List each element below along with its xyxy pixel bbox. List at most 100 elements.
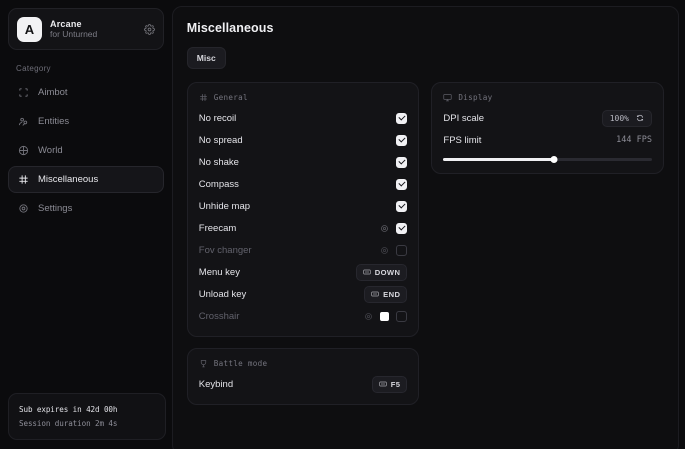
row-controls [364, 310, 408, 322]
sidebar-item-label: World [38, 145, 63, 156]
row-controls: 100% [601, 109, 652, 127]
profile-subtitle: for Unturned [50, 29, 98, 40]
display-panel-heading: Display [443, 93, 652, 102]
dpi-scale-value[interactable]: 100% [601, 109, 652, 127]
subscription-status: Sub expires in 42d 00h [19, 405, 118, 415]
keybind-battle-mode[interactable]: F5 [371, 375, 408, 393]
row-menu-key[interactable]: Menu key DOWN [199, 261, 408, 283]
keybind-label: F5 [390, 379, 401, 389]
tab-misc[interactable]: Misc [186, 47, 226, 69]
profile-text: Arcane for Unturned [50, 19, 136, 40]
keyboard-icon [379, 380, 387, 388]
fps-limit-value: 144 FPS [616, 135, 652, 145]
row-label: DPI scale [443, 112, 485, 124]
gear-icon[interactable] [364, 312, 373, 321]
sidebar-item-miscellaneous[interactable]: Miscellaneous [8, 166, 164, 193]
sidebar-item-world[interactable]: World [8, 137, 164, 164]
row-unhide-map[interactable]: Unhide map [199, 195, 408, 217]
battle-panel-heading: Battle mode [199, 359, 408, 368]
sidebar-item-label: Entities [38, 116, 70, 127]
gear-icon [18, 203, 29, 214]
checkbox-freecam[interactable] [396, 222, 408, 234]
keybind-menu-key[interactable]: DOWN [355, 263, 408, 281]
row-compass[interactable]: Compass [199, 173, 408, 195]
row-label: Compass [198, 178, 239, 190]
sliders-icon [18, 174, 29, 185]
sidebar: A Arcane for Unturned Category [0, 0, 172, 449]
sidebar-nav: Aimbot Entities World [8, 79, 164, 222]
row-unload-key[interactable]: Unload key END [199, 283, 408, 305]
sidebar-item-settings[interactable]: Settings [8, 195, 164, 222]
keybind-label: END [383, 289, 401, 299]
monitor-icon [443, 93, 453, 102]
checkbox-no-spread[interactable] [396, 134, 408, 146]
gear-icon[interactable] [380, 246, 389, 255]
gear-icon[interactable] [143, 23, 155, 35]
checkbox-no-recoil[interactable] [396, 112, 408, 124]
row-crosshair[interactable]: Crosshair [199, 305, 408, 327]
checkbox-compass[interactable] [396, 178, 408, 190]
row-label: Menu key [198, 266, 240, 278]
row-label: FPS limit [443, 134, 482, 146]
main-content: Miscellaneous Misc General [171, 6, 679, 449]
display-panel: Display DPI scale 100% [431, 82, 664, 174]
sidebar-item-label: Aimbot [38, 87, 68, 98]
battle-heading-label: Battle mode [213, 359, 268, 368]
row-controls [380, 222, 408, 234]
row-controls [396, 134, 408, 146]
sidebar-item-entities[interactable]: Entities [8, 108, 164, 135]
row-label: Fov changer [198, 244, 252, 256]
panel-columns: General No recoil No spread [186, 82, 664, 405]
tab-bar: Misc [186, 47, 664, 69]
row-controls: DOWN [355, 263, 408, 281]
row-label: Crosshair [198, 310, 240, 322]
row-keybind[interactable]: Keybind F5 [199, 373, 408, 395]
checkbox-fov-changer[interactable] [396, 244, 408, 256]
row-dpi-scale[interactable]: DPI scale 100% [443, 107, 652, 129]
avatar: A [17, 16, 42, 42]
left-column: General No recoil No spread [186, 82, 420, 405]
row-label: Freecam [198, 222, 237, 234]
row-controls: F5 [371, 375, 408, 393]
battle-mode-panel: Battle mode Keybind F5 [186, 348, 420, 405]
checkbox-crosshair[interactable] [396, 310, 408, 322]
page-title: Miscellaneous [186, 21, 274, 35]
slider-thumb[interactable] [550, 155, 558, 163]
general-panel-heading: General [199, 93, 408, 102]
row-fov-changer[interactable]: Fov changer [199, 239, 408, 261]
refresh-icon[interactable] [636, 114, 644, 122]
color-swatch-crosshair[interactable] [380, 311, 390, 321]
row-label: No shake [198, 156, 239, 168]
keybind-label: DOWN [374, 267, 401, 277]
checkbox-unhide-map[interactable] [396, 200, 408, 212]
row-no-spread[interactable]: No spread [199, 129, 408, 151]
row-label: No spread [198, 134, 243, 146]
row-no-shake[interactable]: No shake [199, 151, 408, 173]
dpi-scale-text: 100% [609, 113, 629, 123]
category-label: Category [16, 64, 51, 73]
sidebar-item-label: Miscellaneous [38, 174, 99, 185]
sidebar-item-aimbot[interactable]: Aimbot [8, 79, 164, 106]
status-card: Sub expires in 42d 00h Session duration … [8, 393, 166, 440]
general-panel: General No recoil No spread [186, 82, 420, 337]
row-freecam[interactable]: Freecam [199, 217, 408, 239]
checkbox-no-shake[interactable] [396, 156, 408, 168]
globe-icon [18, 145, 29, 156]
row-controls [396, 200, 408, 212]
general-heading-label: General [213, 93, 248, 102]
row-fps-limit: FPS limit 144 FPS [443, 129, 652, 151]
entities-icon [18, 116, 29, 127]
profile-card[interactable]: A Arcane for Unturned [8, 8, 164, 50]
fps-limit-slider[interactable] [443, 154, 652, 164]
row-controls [380, 244, 408, 256]
row-label: No recoil [198, 112, 237, 124]
trophy-icon [199, 359, 208, 368]
row-no-recoil[interactable]: No recoil [199, 107, 408, 129]
sidebar-item-label: Settings [38, 203, 73, 214]
right-column: Display DPI scale 100% [431, 82, 664, 174]
row-controls: END [364, 285, 408, 303]
keybind-unload-key[interactable]: END [364, 285, 408, 303]
gear-icon[interactable] [380, 224, 389, 233]
row-label: Keybind [198, 378, 234, 390]
